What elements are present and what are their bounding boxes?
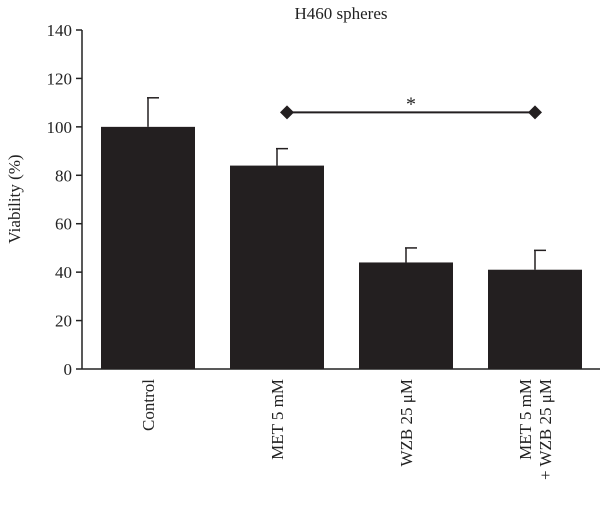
y-tick-label: 60 [55, 215, 72, 234]
category-label: WZB 25 μM [397, 379, 416, 467]
category-labels: Control MET 5 mM WZB 25 μM MET 5 mM + WZB 25… [139, 379, 555, 480]
bar [230, 165, 324, 369]
significance-marker [528, 105, 542, 120]
category-label: Control [139, 379, 158, 431]
y-tick-label: 140 [47, 21, 73, 40]
chart-title: H460 spheres [294, 4, 387, 23]
y-axis-label: Viability (%) [5, 154, 24, 243]
bars [101, 126, 582, 369]
y-tick-label: 20 [55, 312, 72, 331]
error-bars [147, 97, 546, 270]
bar [101, 126, 195, 369]
y-tick-label: 0 [64, 360, 73, 379]
category-label: MET 5 mM [516, 379, 535, 460]
significance-label: * [406, 93, 416, 115]
y-tick-label: 80 [55, 166, 72, 185]
y-tick-label: 40 [55, 263, 72, 282]
y-tick-label: 120 [47, 69, 73, 88]
category-label: + WZB 25 μM [536, 379, 555, 480]
bar [488, 269, 582, 369]
significance-marker [280, 105, 294, 120]
category-label: MET 5 mM [268, 379, 287, 460]
bar [359, 262, 453, 369]
y-tick-label: 100 [47, 118, 73, 137]
y-ticks: 0 20 40 60 80 100 120 140 [47, 21, 82, 379]
significance-bracket: * [280, 93, 542, 120]
